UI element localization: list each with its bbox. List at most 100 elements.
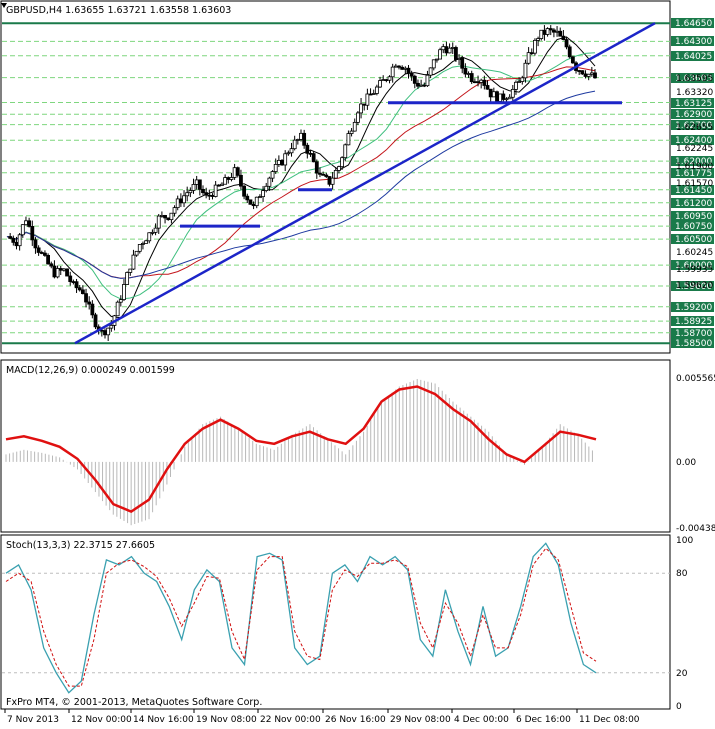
candle: [55, 265, 60, 279]
candle: [46, 253, 50, 265]
candle-body: [55, 268, 60, 278]
candle: [558, 27, 563, 37]
candle-body: [74, 281, 79, 289]
candle: [438, 47, 442, 60]
candle: [182, 190, 186, 208]
candle: [593, 68, 597, 79]
candle-body: [49, 263, 54, 267]
price-label-box: 1.62400: [671, 135, 714, 146]
candle-body: [71, 281, 76, 283]
stoch-panel-title: Stoch(13,3,3) 22.3715 27.6605: [6, 540, 155, 551]
candle: [324, 172, 329, 179]
candle-body: [188, 190, 193, 194]
price-label: 1.60500: [675, 235, 712, 245]
candle-body: [280, 159, 284, 166]
candle-body: [109, 324, 114, 329]
candle-body: [17, 234, 22, 247]
candle-body: [454, 47, 458, 60]
candle: [134, 250, 139, 257]
time-axis-label: 26 Nov 16:00: [325, 715, 386, 725]
candle-body: [286, 152, 291, 155]
candle-body: [346, 133, 351, 146]
candle: [43, 250, 47, 257]
candle: [30, 220, 35, 246]
candle: [131, 249, 136, 270]
candle-body: [229, 177, 234, 180]
candle: [570, 55, 575, 64]
candle: [514, 80, 518, 95]
candle: [261, 186, 265, 202]
candle: [567, 44, 572, 59]
candle: [517, 77, 522, 83]
candle-body: [311, 153, 316, 163]
price-label-box: 1.60000: [671, 260, 714, 271]
price-label-bg: [671, 120, 714, 130]
candle: [533, 38, 537, 56]
candlesticks: [8, 25, 597, 341]
candle-body: [381, 79, 386, 82]
candle-body: [258, 196, 262, 199]
price-tick-label: 1.61900: [676, 162, 713, 172]
candle: [36, 245, 41, 256]
candle: [365, 88, 370, 110]
candle: [314, 159, 319, 179]
candle-body: [447, 47, 452, 54]
candle-body: [403, 67, 408, 70]
candle-body: [8, 236, 13, 239]
candle: [201, 185, 205, 196]
candle-body: [520, 77, 525, 82]
candle-body: [232, 167, 237, 178]
candle-body: [270, 171, 275, 179]
macd-panel-frame[interactable]: [0, 359, 671, 533]
candle-body: [242, 185, 246, 197]
candle: [258, 194, 262, 199]
candle-body: [378, 80, 382, 88]
price-tick-label: 1.60245: [676, 248, 713, 258]
candle-body: [292, 139, 297, 150]
candle-body: [223, 177, 228, 185]
candle: [352, 118, 357, 132]
candle: [498, 93, 503, 102]
price-tick-label: 1.62655: [676, 123, 713, 133]
stoch-panel-frame[interactable]: [0, 534, 671, 710]
candle-body: [501, 93, 506, 100]
candle-body: [517, 81, 522, 83]
candle-body: [523, 62, 528, 79]
candle: [305, 142, 310, 159]
candle-body: [131, 254, 136, 270]
candle: [229, 172, 234, 182]
candle-body: [289, 148, 294, 154]
candle-body: [43, 252, 47, 256]
candle-body: [393, 65, 398, 68]
candle: [106, 327, 111, 341]
candle-body: [529, 52, 534, 55]
price-label-bg: [671, 18, 714, 28]
price-label: 1.61775: [675, 169, 712, 179]
price-label: 1.63125: [675, 99, 712, 109]
candle-body: [153, 227, 158, 233]
candle: [169, 212, 174, 224]
candle: [346, 130, 351, 146]
stoch-axis-label: 80: [676, 569, 688, 579]
candle: [125, 271, 130, 285]
candle-body: [128, 268, 133, 273]
candle-body: [460, 58, 465, 69]
price-label: 1.58700: [675, 329, 712, 339]
candle-body: [77, 287, 82, 291]
candle: [20, 224, 25, 238]
candle-body: [406, 67, 411, 74]
ma-blue-line: [6, 90, 596, 279]
time-axis-label: 11 Dec 08:00: [579, 715, 640, 725]
candle: [150, 229, 155, 236]
candle-body: [52, 265, 57, 278]
candle-body: [276, 159, 281, 165]
candle-body: [428, 67, 433, 76]
candle-body: [201, 188, 205, 194]
candle: [454, 45, 458, 62]
candle-body: [299, 132, 303, 140]
candle-body: [365, 93, 370, 106]
price-label-bg: [671, 198, 714, 208]
candle-body: [141, 242, 145, 245]
price-label-bg: [671, 168, 714, 178]
